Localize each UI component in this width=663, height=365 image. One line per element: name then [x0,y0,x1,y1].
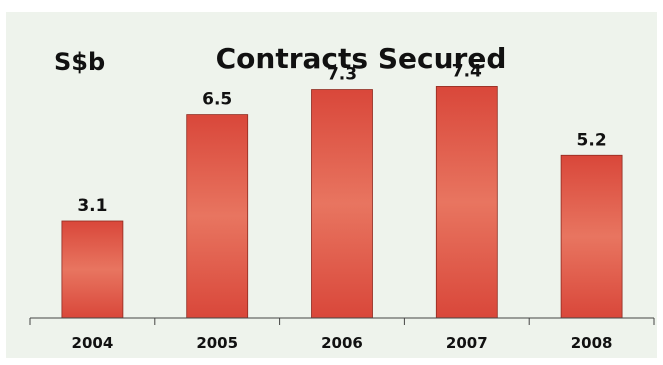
bar-2005 [186,114,249,319]
bars-layer [61,86,623,319]
chart-panel: S$b Contracts Secured 3.1 2004 6.5 2005 7.3 2… [6,12,657,358]
bar-chart: S$b Contracts Secured 3.1 2004 6.5 2005 7.3 2… [29,42,655,352]
category-label-2007: 2007 [446,334,488,352]
value-label-2006: 7.3 [327,65,357,85]
category-label-2005: 2005 [196,334,238,352]
bar-2006 [311,89,373,319]
labels-layer: 3.1 2004 6.5 2005 7.3 2006 7.4 2007 5.2 2008 [72,61,613,352]
category-label-2004: 2004 [72,334,114,352]
bar-2004 [61,220,124,319]
bar-2008 [560,154,623,319]
ticks-layer [29,318,655,325]
value-label-2007: 7.4 [452,61,482,81]
unit-label: S$b [54,48,105,76]
value-label-2005: 6.5 [202,90,232,110]
category-label-2006: 2006 [321,334,363,352]
chart-title: Contracts Secured [216,42,507,75]
value-label-2008: 5.2 [577,130,607,150]
value-label-2004: 3.1 [77,196,107,216]
category-label-2008: 2008 [571,334,613,352]
bar-2007 [435,86,498,319]
